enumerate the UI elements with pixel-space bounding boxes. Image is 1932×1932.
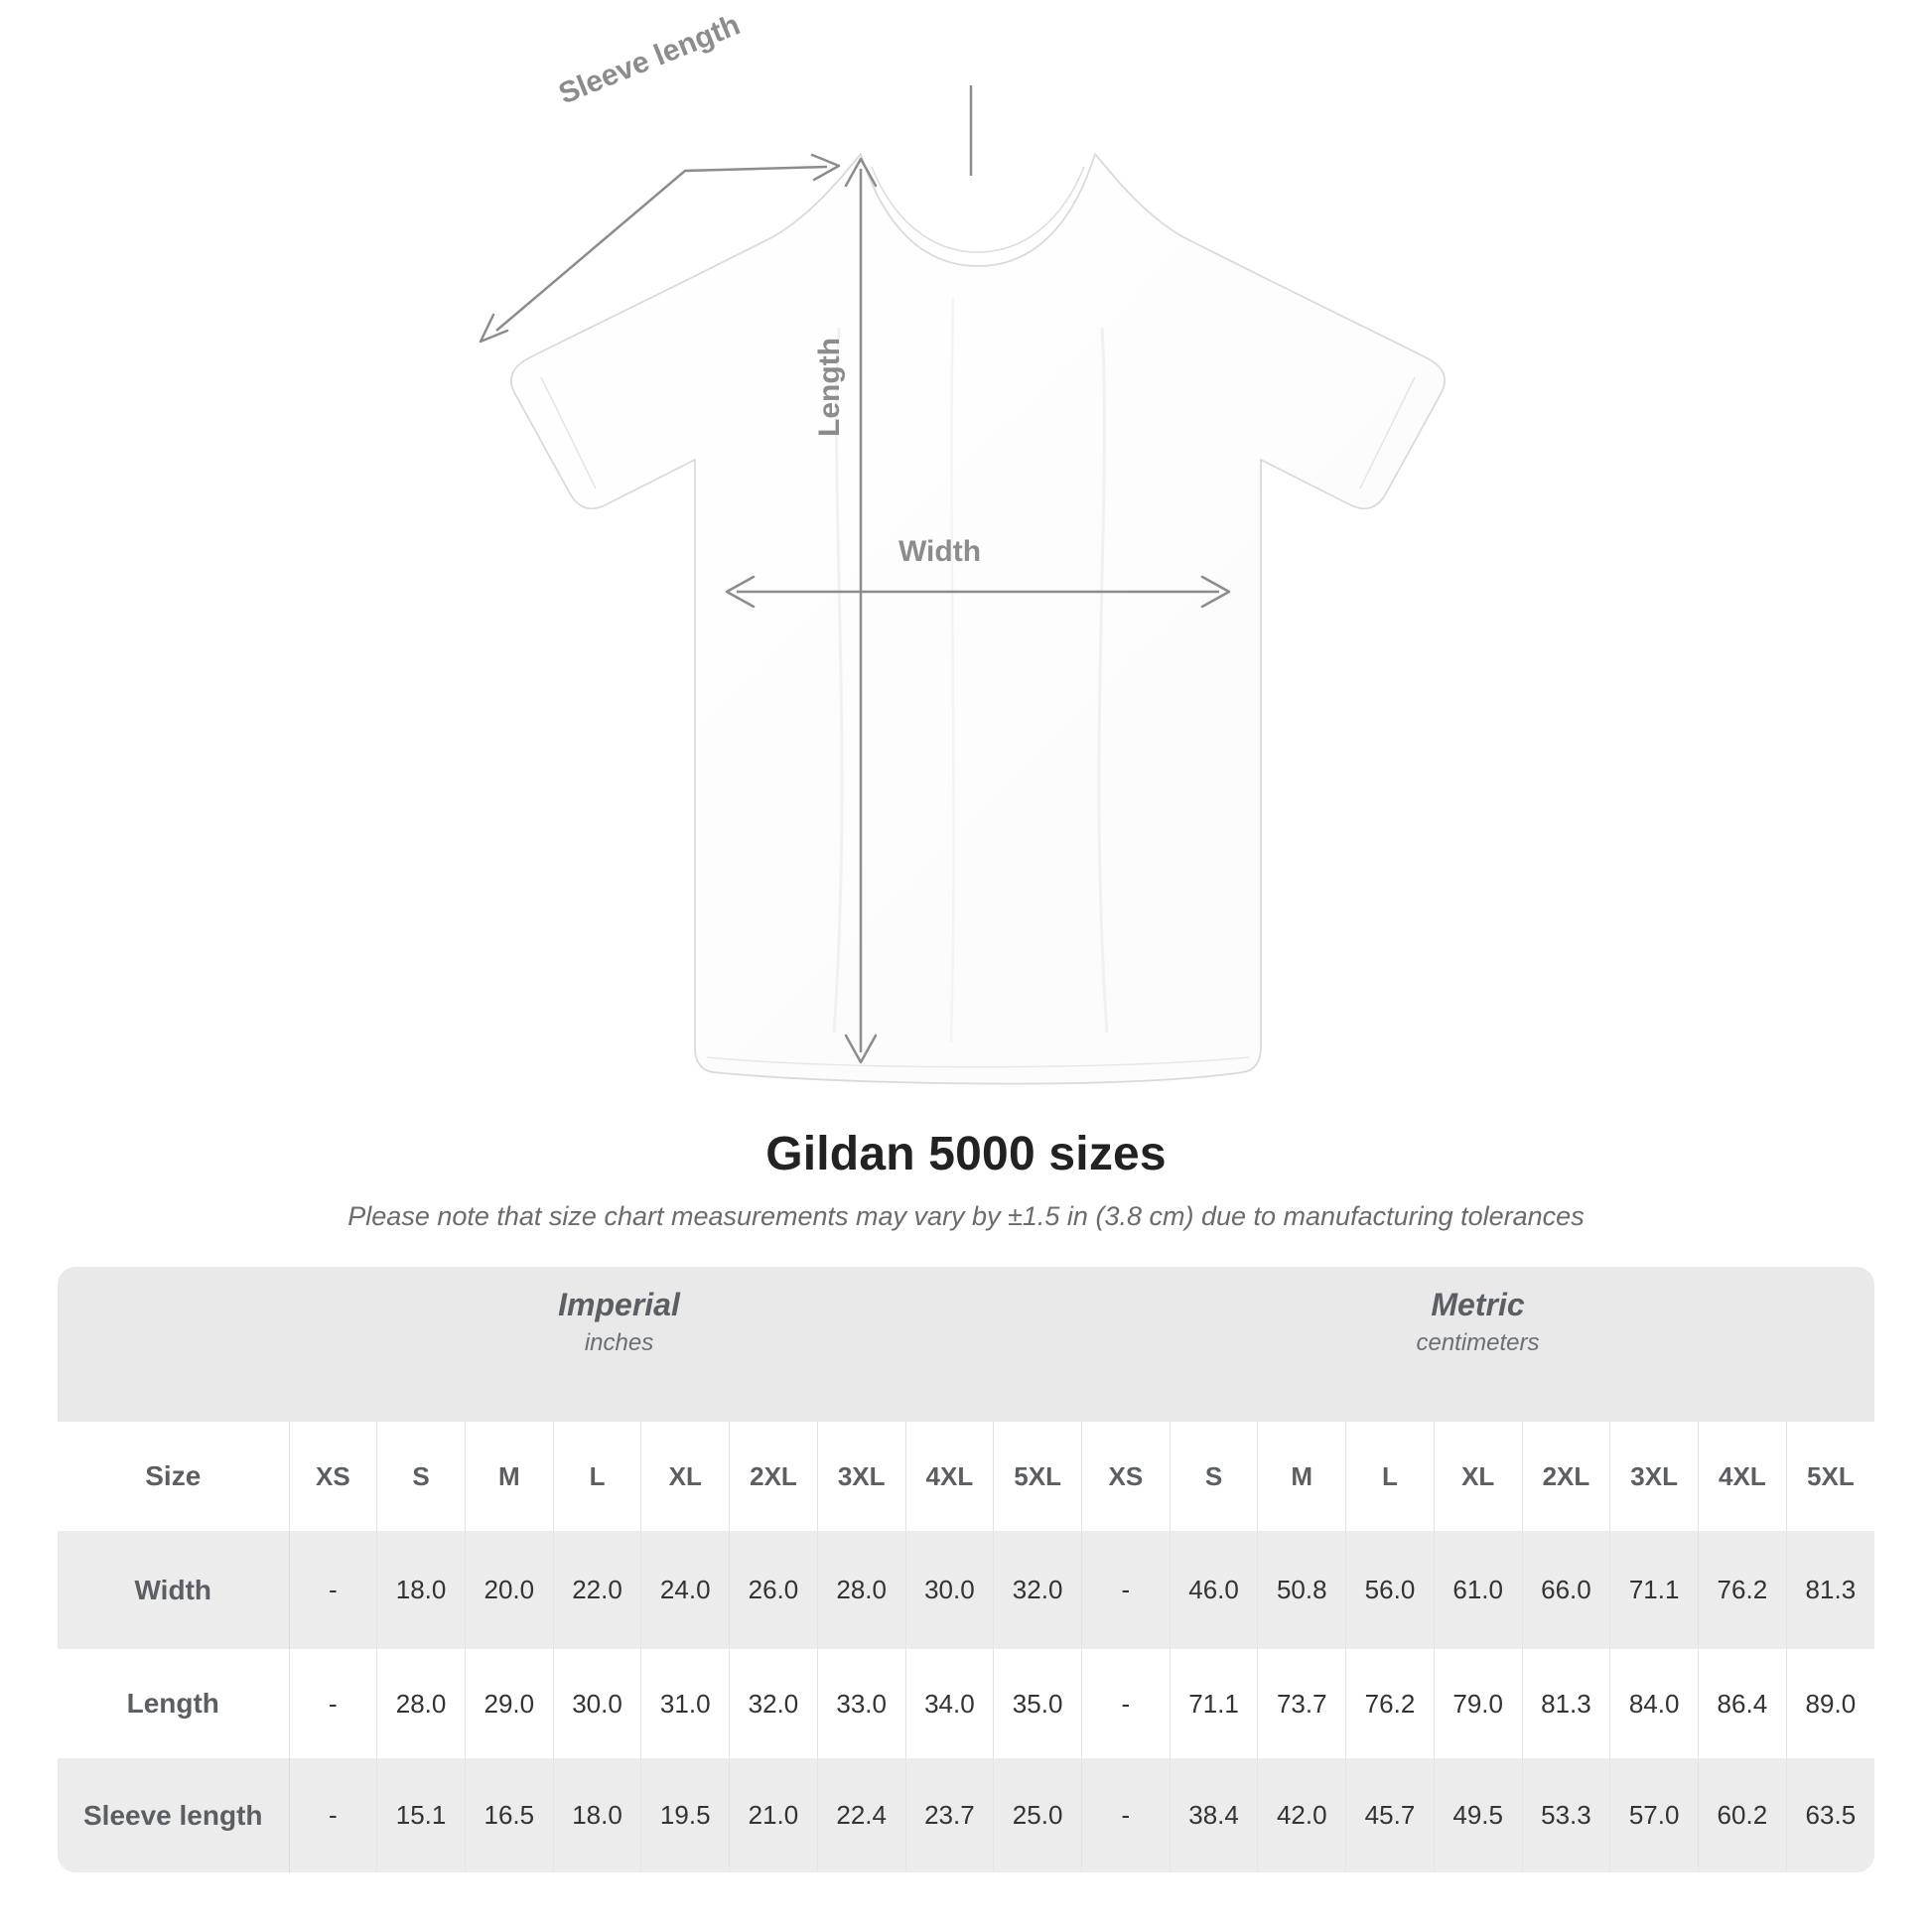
svg-text:Length: Length [813, 338, 846, 437]
svg-text:Width: Width [898, 535, 981, 568]
svg-text:Sleeve length: Sleeve length [554, 8, 745, 110]
